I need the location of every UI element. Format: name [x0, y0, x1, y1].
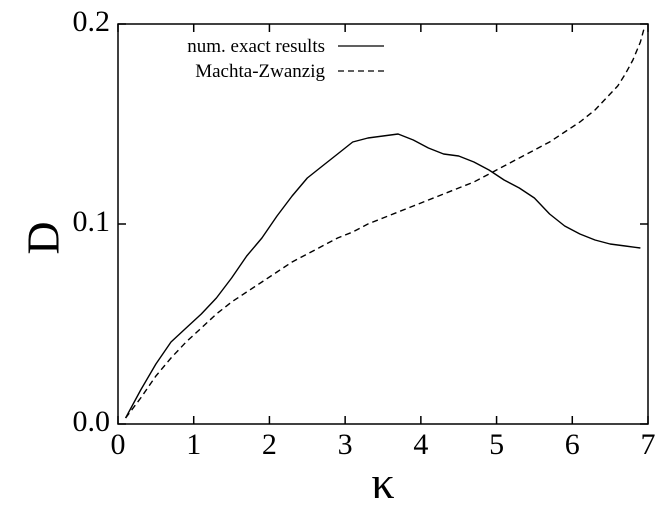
x-axis-title: κ [371, 457, 394, 508]
axis-ticks: 0 1 2 3 4 5 6 7 0.0 0.1 0.2 [73, 5, 656, 461]
plot-curves [124, 27, 645, 419]
legend-label-1: Machta-Zwanzig [195, 61, 325, 82]
x-tick-label: 1 [186, 428, 201, 461]
y-tick-label: 0.2 [73, 5, 111, 38]
series-line-1 [125, 27, 645, 419]
legend-label-0: num. exact results [187, 36, 325, 57]
y-tick-label: 0.1 [73, 205, 111, 238]
x-tick-label: 4 [413, 428, 428, 461]
y-axis-title: D [18, 221, 69, 254]
x-tick-label: 3 [338, 428, 353, 461]
x-tick-label: 0 [111, 428, 126, 461]
x-tick-label: 7 [641, 428, 656, 461]
plot-frame [117, 23, 649, 425]
x-tick-label: 2 [262, 428, 277, 461]
x-tick-label: 5 [489, 428, 504, 461]
y-tick-label: 0.0 [73, 405, 111, 438]
series-line-0 [124, 133, 641, 419]
x-tick-label: 6 [565, 428, 580, 461]
legend: num. exact results Machta-Zwanzig [187, 36, 384, 82]
